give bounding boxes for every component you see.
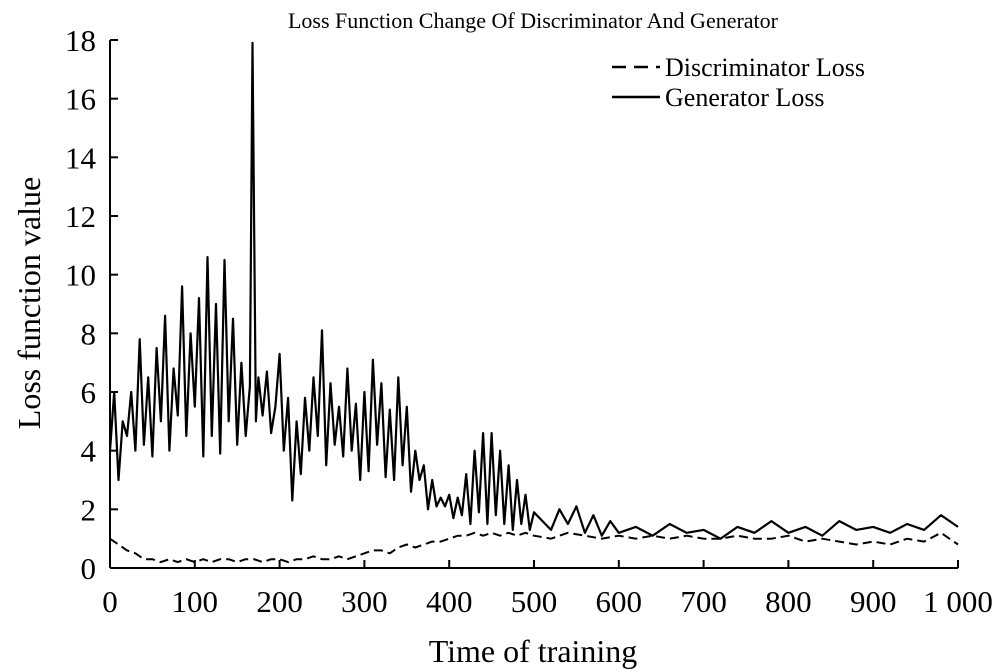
y-tick-label: 4 [81,434,97,469]
y-tick-label: 8 [81,316,97,351]
y-tick-label: 6 [81,375,97,410]
x-tick-label: 200 [256,584,303,619]
y-tick-label: 0 [81,551,97,586]
y-tick-label: 12 [65,199,96,234]
axes: 0 2 4 6 8 10 12 14 16 18 0 100 200 300 400 500 600 700 800… [65,23,993,619]
y-tick-label: 2 [81,492,97,527]
generator-loss-line [108,41,959,540]
x-tick-label: 300 [341,584,388,619]
x-tick-label: 1 000 [923,584,993,619]
x-tick-label: 500 [511,584,558,619]
legend-label: Discriminator Loss [665,53,865,82]
chart-title: Loss Function Change Of Discriminator An… [288,8,779,33]
y-tick-label: 14 [65,140,97,175]
y-tick-label: 16 [65,82,96,117]
legend-label: Generator Loss [665,83,825,112]
y-axis-label: Loss function value [11,177,47,429]
x-tick-label: 0 [102,584,118,619]
x-tick-label: 900 [850,584,897,619]
x-tick-label: 600 [596,584,643,619]
x-tick-label: 800 [765,584,812,619]
x-tick-label: 100 [172,584,219,619]
y-tick-label: 18 [65,23,96,58]
x-axis-label: Time of training [429,633,638,669]
series-layer [108,41,959,564]
x-tick-label: 700 [680,584,727,619]
discriminator-loss-line [109,531,959,564]
y-tick-label: 10 [65,258,96,293]
x-tick-label: 400 [426,584,473,619]
